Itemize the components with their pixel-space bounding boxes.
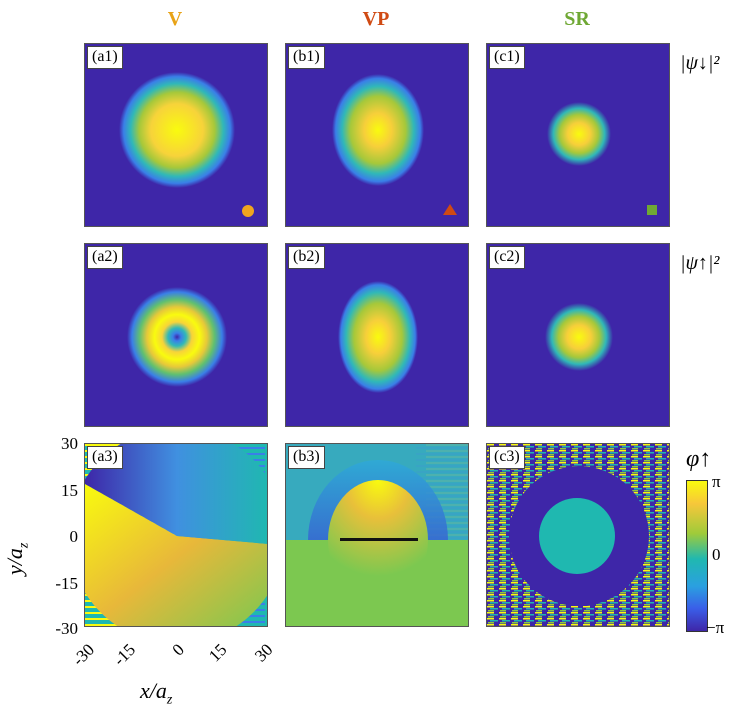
circle-marker	[242, 205, 254, 217]
colorbar	[686, 480, 708, 632]
panel-b2: (b2)	[285, 243, 469, 427]
density-plot	[286, 244, 468, 426]
panel-b3: (b3)	[285, 443, 469, 627]
panel-label: (c1)	[489, 46, 525, 69]
phase-plot	[286, 444, 468, 626]
row-label-psi-up: |ψ↑|²	[680, 252, 720, 274]
panel-c3: (c3)	[486, 443, 670, 627]
row-label-phi-up: φ↑	[686, 446, 712, 472]
y-tick-15: 15	[61, 481, 78, 500]
y-axis-label-text: y/a	[2, 548, 27, 575]
x-tick-15: 15	[204, 640, 231, 666]
x-tick-minus30: -30	[68, 640, 99, 670]
panel-label: (c2)	[489, 246, 525, 269]
row-label-psi-down: |ψ↓|²	[680, 52, 720, 74]
panel-a2: (a2)	[84, 243, 268, 427]
y-axis-label: y/az	[2, 543, 32, 575]
panel-label: (a1)	[87, 46, 123, 69]
x-axis-label-text: x/a	[140, 678, 167, 703]
density-plot	[286, 44, 468, 226]
colorbar-tick-top: π	[712, 472, 721, 491]
column-title-v: V	[167, 8, 183, 30]
y-axis-label-subscript: z	[16, 542, 32, 549]
panel-b1: (b1)	[285, 43, 469, 227]
triangle-marker	[443, 204, 457, 215]
y-tick-0: 0	[69, 527, 79, 546]
density-plot	[487, 244, 669, 426]
colorbar-tick-bottom: −π	[706, 618, 725, 637]
panel-label: (b2)	[288, 246, 325, 269]
x-axis-label-subscript: z	[166, 692, 173, 708]
panel-label: (a2)	[87, 246, 123, 269]
panel-a1: (a1)	[84, 43, 268, 227]
phase-plot	[487, 444, 669, 626]
panel-label: (a3)	[87, 446, 123, 469]
panel-label: (b1)	[288, 46, 325, 69]
x-tick-30: 30	[250, 640, 277, 666]
y-tick-minus15: -15	[55, 574, 78, 593]
density-plot	[487, 44, 669, 226]
density-plot	[85, 244, 267, 426]
y-tick-minus30: -30	[55, 619, 78, 638]
panel-c2: (c2)	[486, 243, 670, 427]
panel-a3: (a3)	[84, 443, 268, 627]
column-title-vp: VP	[362, 8, 390, 30]
colorbar-tick-mid: 0	[712, 545, 721, 564]
panel-c1: (c1)	[486, 43, 670, 227]
square-marker	[647, 205, 657, 215]
column-title-sr: SR	[564, 8, 590, 30]
phase-plot	[85, 444, 267, 626]
x-tick-minus15: -15	[109, 640, 140, 670]
x-axis-label: x/az	[140, 678, 172, 708]
panel-label: (b3)	[288, 446, 325, 469]
density-plot	[85, 44, 267, 226]
x-tick-0: 0	[168, 640, 188, 660]
y-tick-30: 30	[61, 434, 78, 453]
panel-label: (c3)	[489, 446, 525, 469]
